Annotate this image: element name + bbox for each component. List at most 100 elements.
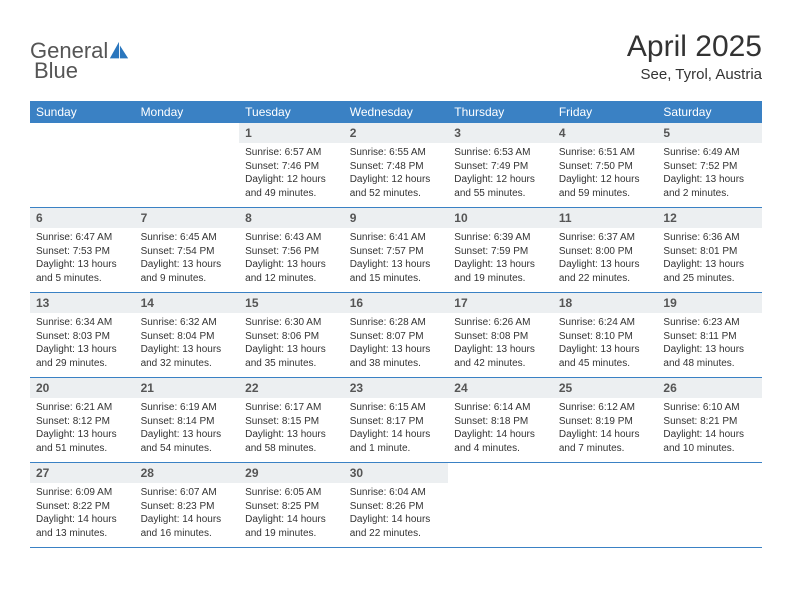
day-cell: 24Sunrise: 6:14 AMSunset: 8:18 PMDayligh…	[448, 378, 553, 462]
sunrise-text: Sunrise: 6:41 AM	[350, 231, 443, 245]
day-number: 19	[657, 293, 762, 313]
daylight-text: Daylight: 13 hours and 54 minutes.	[141, 428, 234, 455]
daylight-text: Daylight: 14 hours and 4 minutes.	[454, 428, 547, 455]
sunrise-text: Sunrise: 6:17 AM	[245, 401, 338, 415]
day-body: Sunrise: 6:36 AMSunset: 8:01 PMDaylight:…	[657, 228, 762, 289]
day-body: Sunrise: 6:26 AMSunset: 8:08 PMDaylight:…	[448, 313, 553, 374]
day-number: 26	[657, 378, 762, 398]
sunrise-text: Sunrise: 6:04 AM	[350, 486, 443, 500]
day-number: 25	[553, 378, 658, 398]
week-row: 27Sunrise: 6:09 AMSunset: 8:22 PMDayligh…	[30, 463, 762, 548]
day-number: 30	[344, 463, 449, 483]
day-number: 9	[344, 208, 449, 228]
day-header: Tuesday	[239, 101, 344, 123]
sunrise-text: Sunrise: 6:12 AM	[559, 401, 652, 415]
day-number: 24	[448, 378, 553, 398]
sunrise-text: Sunrise: 6:39 AM	[454, 231, 547, 245]
day-number: 4	[553, 123, 658, 143]
day-number: 12	[657, 208, 762, 228]
day-cell: 7Sunrise: 6:45 AMSunset: 7:54 PMDaylight…	[135, 208, 240, 292]
sunrise-text: Sunrise: 6:57 AM	[245, 146, 338, 160]
sunrise-text: Sunrise: 6:14 AM	[454, 401, 547, 415]
title-block: April 2025 See, Tyrol, Austria	[627, 30, 762, 83]
sunset-text: Sunset: 7:56 PM	[245, 245, 338, 259]
day-number: 21	[135, 378, 240, 398]
daylight-text: Daylight: 14 hours and 10 minutes.	[663, 428, 756, 455]
day-body: Sunrise: 6:17 AMSunset: 8:15 PMDaylight:…	[239, 398, 344, 459]
day-cell: .	[657, 463, 762, 547]
day-cell: 12Sunrise: 6:36 AMSunset: 8:01 PMDayligh…	[657, 208, 762, 292]
sunrise-text: Sunrise: 6:05 AM	[245, 486, 338, 500]
sunset-text: Sunset: 7:52 PM	[663, 160, 756, 174]
sunset-text: Sunset: 8:06 PM	[245, 330, 338, 344]
sunset-text: Sunset: 7:46 PM	[245, 160, 338, 174]
day-body: Sunrise: 6:51 AMSunset: 7:50 PMDaylight:…	[553, 143, 658, 204]
sunrise-text: Sunrise: 6:43 AM	[245, 231, 338, 245]
daylight-text: Daylight: 13 hours and 19 minutes.	[454, 258, 547, 285]
day-cell: 22Sunrise: 6:17 AMSunset: 8:15 PMDayligh…	[239, 378, 344, 462]
day-cell: 16Sunrise: 6:28 AMSunset: 8:07 PMDayligh…	[344, 293, 449, 377]
day-number: 16	[344, 293, 449, 313]
sunrise-text: Sunrise: 6:07 AM	[141, 486, 234, 500]
day-cell: 23Sunrise: 6:15 AMSunset: 8:17 PMDayligh…	[344, 378, 449, 462]
daylight-text: Daylight: 13 hours and 58 minutes.	[245, 428, 338, 455]
week-row: ..1Sunrise: 6:57 AMSunset: 7:46 PMDaylig…	[30, 123, 762, 208]
sunset-text: Sunset: 8:11 PM	[663, 330, 756, 344]
day-number: 1	[239, 123, 344, 143]
day-cell: .	[30, 123, 135, 207]
sunset-text: Sunset: 8:03 PM	[36, 330, 129, 344]
day-cell: 20Sunrise: 6:21 AMSunset: 8:12 PMDayligh…	[30, 378, 135, 462]
day-body: Sunrise: 6:37 AMSunset: 8:00 PMDaylight:…	[553, 228, 658, 289]
week-row: 13Sunrise: 6:34 AMSunset: 8:03 PMDayligh…	[30, 293, 762, 378]
daylight-text: Daylight: 12 hours and 59 minutes.	[559, 173, 652, 200]
day-number: 27	[30, 463, 135, 483]
day-body: Sunrise: 6:57 AMSunset: 7:46 PMDaylight:…	[239, 143, 344, 204]
day-header: Thursday	[448, 101, 553, 123]
sunset-text: Sunset: 8:01 PM	[663, 245, 756, 259]
day-cell: 4Sunrise: 6:51 AMSunset: 7:50 PMDaylight…	[553, 123, 658, 207]
day-cell: 13Sunrise: 6:34 AMSunset: 8:03 PMDayligh…	[30, 293, 135, 377]
sunrise-text: Sunrise: 6:15 AM	[350, 401, 443, 415]
daylight-text: Daylight: 12 hours and 52 minutes.	[350, 173, 443, 200]
daylight-text: Daylight: 12 hours and 49 minutes.	[245, 173, 338, 200]
logo-word-2: Blue	[34, 58, 78, 84]
day-number: 17	[448, 293, 553, 313]
sunset-text: Sunset: 7:50 PM	[559, 160, 652, 174]
day-cell: 1Sunrise: 6:57 AMSunset: 7:46 PMDaylight…	[239, 123, 344, 207]
sunrise-text: Sunrise: 6:19 AM	[141, 401, 234, 415]
day-cell: 5Sunrise: 6:49 AMSunset: 7:52 PMDaylight…	[657, 123, 762, 207]
daylight-text: Daylight: 13 hours and 48 minutes.	[663, 343, 756, 370]
daylight-text: Daylight: 13 hours and 38 minutes.	[350, 343, 443, 370]
day-number: 11	[553, 208, 658, 228]
daylight-text: Daylight: 13 hours and 9 minutes.	[141, 258, 234, 285]
sunrise-text: Sunrise: 6:30 AM	[245, 316, 338, 330]
sunset-text: Sunset: 8:21 PM	[663, 415, 756, 429]
day-cell: 6Sunrise: 6:47 AMSunset: 7:53 PMDaylight…	[30, 208, 135, 292]
sunset-text: Sunset: 7:59 PM	[454, 245, 547, 259]
day-body: Sunrise: 6:04 AMSunset: 8:26 PMDaylight:…	[344, 483, 449, 544]
day-body: Sunrise: 6:32 AMSunset: 8:04 PMDaylight:…	[135, 313, 240, 374]
daylight-text: Daylight: 14 hours and 13 minutes.	[36, 513, 129, 540]
sunrise-text: Sunrise: 6:47 AM	[36, 231, 129, 245]
day-number: 29	[239, 463, 344, 483]
day-number: 23	[344, 378, 449, 398]
sunrise-text: Sunrise: 6:55 AM	[350, 146, 443, 160]
daylight-text: Daylight: 13 hours and 45 minutes.	[559, 343, 652, 370]
daylight-text: Daylight: 13 hours and 25 minutes.	[663, 258, 756, 285]
day-body: Sunrise: 6:43 AMSunset: 7:56 PMDaylight:…	[239, 228, 344, 289]
day-body: Sunrise: 6:21 AMSunset: 8:12 PMDaylight:…	[30, 398, 135, 459]
calendar: SundayMondayTuesdayWednesdayThursdayFrid…	[30, 101, 762, 548]
day-body: Sunrise: 6:41 AMSunset: 7:57 PMDaylight:…	[344, 228, 449, 289]
day-cell: 3Sunrise: 6:53 AMSunset: 7:49 PMDaylight…	[448, 123, 553, 207]
day-cell: 28Sunrise: 6:07 AMSunset: 8:23 PMDayligh…	[135, 463, 240, 547]
weeks-container: ..1Sunrise: 6:57 AMSunset: 7:46 PMDaylig…	[30, 123, 762, 548]
day-cell: 26Sunrise: 6:10 AMSunset: 8:21 PMDayligh…	[657, 378, 762, 462]
daylight-text: Daylight: 13 hours and 35 minutes.	[245, 343, 338, 370]
sunset-text: Sunset: 7:48 PM	[350, 160, 443, 174]
daylight-text: Daylight: 13 hours and 2 minutes.	[663, 173, 756, 200]
sunset-text: Sunset: 8:10 PM	[559, 330, 652, 344]
sunrise-text: Sunrise: 6:53 AM	[454, 146, 547, 160]
sunrise-text: Sunrise: 6:24 AM	[559, 316, 652, 330]
day-cell: 8Sunrise: 6:43 AMSunset: 7:56 PMDaylight…	[239, 208, 344, 292]
sail-icon	[108, 40, 130, 62]
